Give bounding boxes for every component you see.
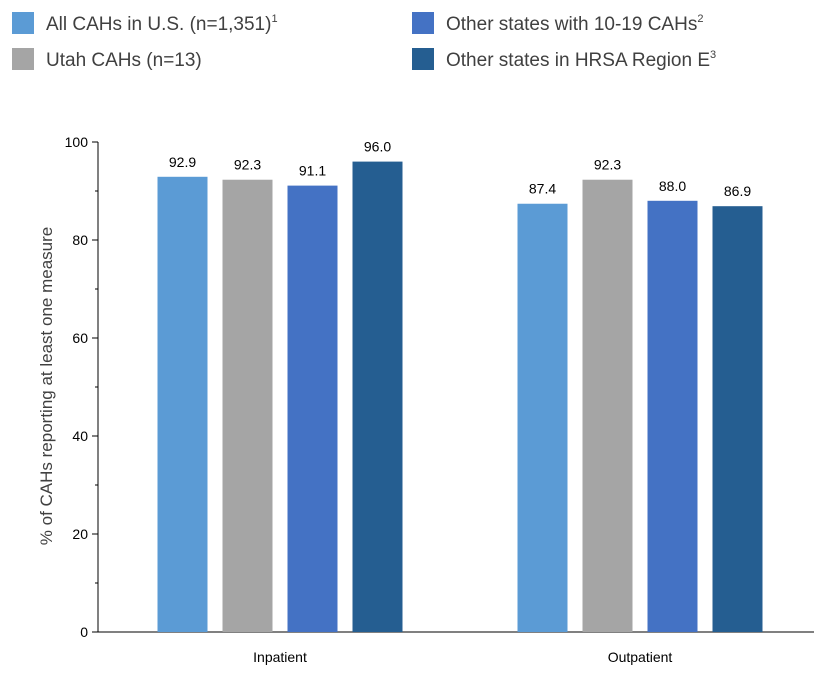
legend-swatch [12,48,34,70]
legend-footnote: 1 [271,13,277,25]
legend-label: All CAHs in U.S. (n=1,351)1 [46,13,278,35]
legend-item: Other states in HRSA Region E3 [412,48,716,71]
bar [222,179,273,633]
x-category-label: Outpatient [608,649,673,665]
legend-swatch [12,12,34,34]
bar-value-label: 86.9 [724,183,751,199]
bar-value-label: 92.9 [169,154,196,170]
y-axis-label: % of CAHs reporting at least one measure [37,227,56,545]
legend-label: Utah CAHs (n=13) [46,50,202,71]
legend-label: Other states in HRSA Region E3 [446,49,716,71]
bar-value-label: 96.0 [364,139,391,155]
legend-footnote: 2 [697,13,703,25]
bar [157,176,208,633]
x-category-label: Inpatient [253,649,307,665]
legend: All CAHs in U.S. (n=1,351)1 Utah CAHs (n=… [12,12,716,71]
y-tick-label: 80 [72,232,88,248]
bar [517,203,568,633]
legend-item: Utah CAHs (n=13) [12,48,202,71]
bar-value-label: 88.0 [659,178,686,194]
bar [287,185,338,633]
y-tick-label: 60 [72,330,88,346]
bar-value-label: 87.4 [529,181,556,197]
legend-item: Other states with 10-19 CAHs2 [412,12,703,35]
y-tick-label: 100 [65,134,89,150]
legend-footnote: 3 [710,49,716,61]
legend-item: All CAHs in U.S. (n=1,351)1 [12,12,278,35]
bar [712,206,763,632]
legend-label: Other states with 10-19 CAHs2 [446,13,703,35]
y-tick-label: 0 [80,624,88,640]
bar-value-label: 92.3 [594,157,621,173]
legend-swatch [412,12,434,34]
y-tick-label: 20 [72,526,88,542]
bar-value-label: 91.1 [299,163,326,179]
bars: 92.9 92.3 91.1 96.0 87.4 92.3 88.0 86.9 [157,139,763,633]
bar [582,179,633,633]
x-axis: Inpatient Outpatient [98,631,814,665]
bar-value-label: 92.3 [234,157,261,173]
bar [352,161,403,632]
y-tick-label: 40 [72,428,88,444]
legend-swatch [412,48,434,70]
bar [647,200,698,633]
y-axis: 0 20 40 60 80 100 [65,134,99,640]
